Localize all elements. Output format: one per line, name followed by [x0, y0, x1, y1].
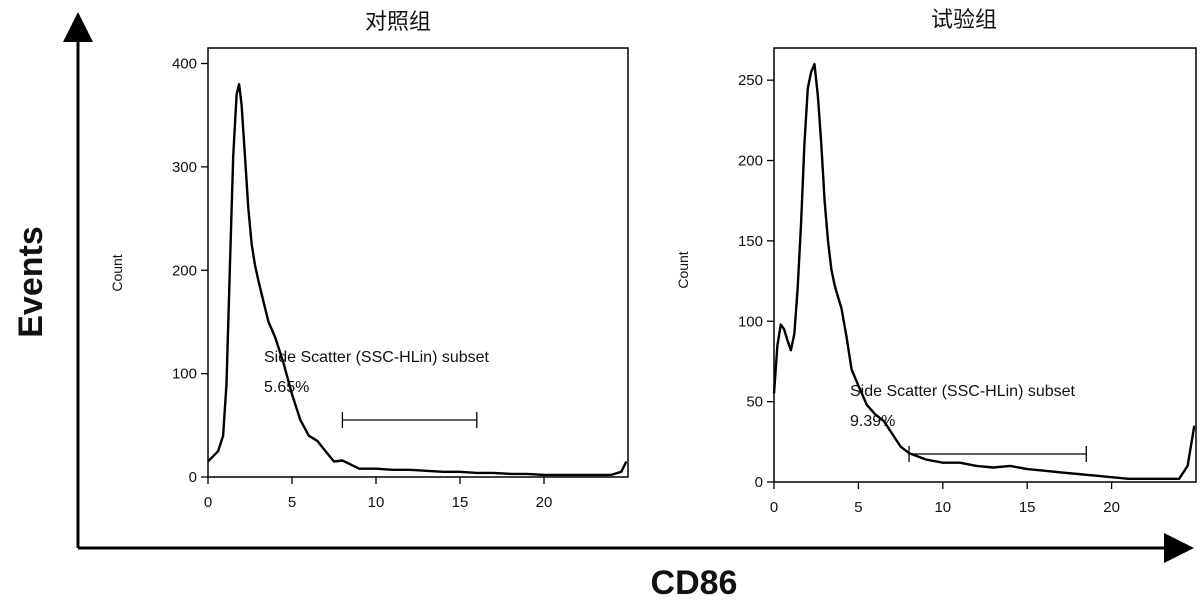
gate-percent: 5.65% — [264, 379, 309, 396]
x-tick-label: 20 — [1103, 499, 1120, 516]
y-tick-label: 400 — [172, 56, 197, 73]
x-tick-label: 10 — [934, 499, 951, 516]
plot-frame — [207, 47, 629, 478]
x-tick-label: 0 — [770, 499, 778, 516]
outer-x-label: CD86 — [651, 564, 738, 600]
test-group-panel: 试验组 Count Side Scatter (SSC-HLin) subset… — [675, 8, 1197, 516]
y-tick-label: 200 — [172, 262, 197, 279]
y-tick-label: 50 — [746, 394, 763, 411]
x-tick-label: 5 — [288, 494, 296, 511]
y-tick-label: 0 — [189, 469, 197, 486]
x-tick-label: 0 — [204, 494, 212, 511]
y-tick-label: 0 — [755, 474, 763, 491]
gate-label: Side Scatter (SSC-HLin) subset — [850, 383, 1076, 400]
y-tick-label: 200 — [738, 153, 763, 170]
histogram-line — [772, 62, 1196, 480]
x-tick-label: 20 — [536, 494, 553, 511]
histogram-line — [207, 82, 628, 477]
gate-percent: 9.39% — [850, 413, 895, 430]
panel-y-label: Count — [675, 251, 691, 288]
panel-title: 对照组 — [365, 10, 431, 35]
y-tick-label: 100 — [172, 366, 197, 383]
panel-title: 试验组 — [931, 8, 997, 33]
x-tick-label: 5 — [854, 499, 862, 516]
panel-y-label: Count — [109, 254, 125, 291]
outer-y-label: Events — [12, 226, 50, 338]
x-tick-label: 15 — [452, 494, 469, 511]
control-group-panel: 对照组 Count Side Scatter (SSC-HLin) subset… — [109, 10, 629, 511]
y-tick-label: 100 — [738, 313, 763, 330]
gate-label: Side Scatter (SSC-HLin) subset — [264, 349, 490, 366]
plot-frame — [773, 47, 1197, 483]
x-tick-label: 15 — [1019, 499, 1036, 516]
y-tick-label: 250 — [738, 72, 763, 89]
x-tick-label: 10 — [368, 494, 385, 511]
y-tick-label: 300 — [172, 159, 197, 176]
y-tick-label: 150 — [738, 233, 763, 250]
